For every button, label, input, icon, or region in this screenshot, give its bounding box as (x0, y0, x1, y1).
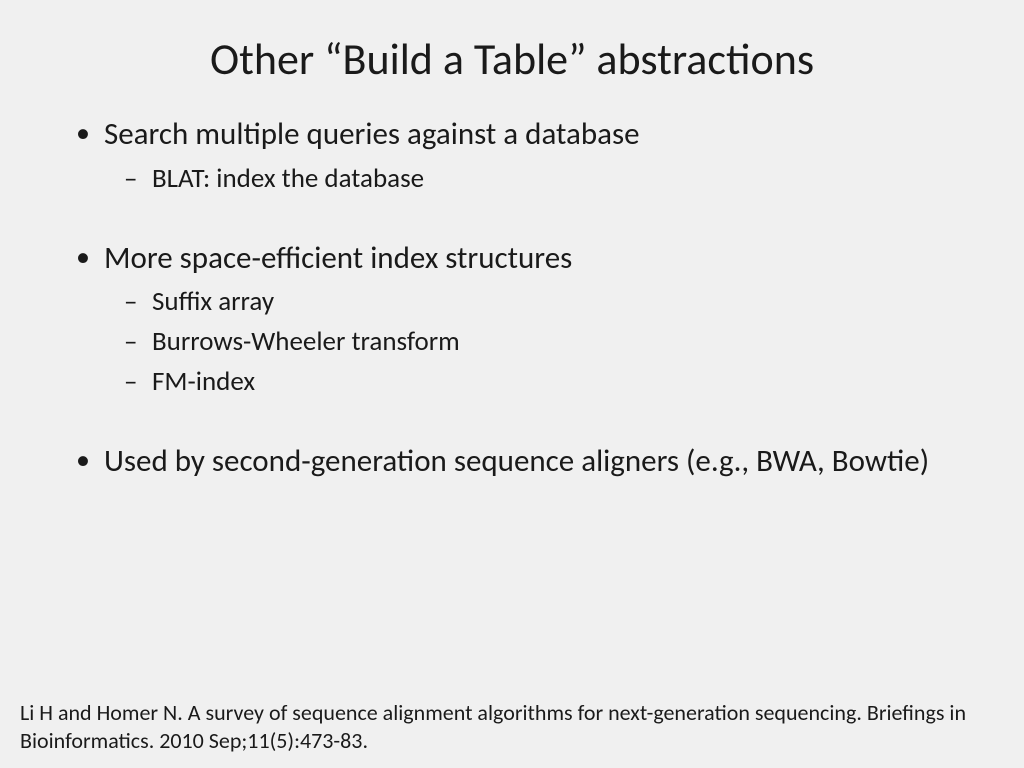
bullet-list: Used by second-generation sequence align… (70, 441, 964, 483)
bullet-item: Used by second-generation sequence align… (70, 441, 964, 483)
bullet-text: More space-efficient index structures (104, 239, 572, 277)
sub-bullet-item: BLAT: index the database (122, 160, 964, 198)
sub-bullet-item: Burrows-Wheeler transform (122, 323, 964, 361)
citation-text: Li H and Homer N. A survey of sequence a… (20, 699, 1004, 754)
bullet-item: Search multiple queries against a databa… (70, 114, 964, 198)
sub-bullet-list: BLAT: index the database (122, 160, 964, 198)
spacer (70, 204, 964, 238)
bullet-list: More space-efficient index structures Su… (70, 238, 964, 401)
slide-body: Search multiple queries against a databa… (0, 114, 1024, 483)
bullet-text: Used by second-generation sequence align… (104, 442, 929, 480)
bullet-text: Search multiple queries against a databa… (104, 115, 640, 153)
sub-bullet-item: Suffix array (122, 283, 964, 321)
sub-bullet-item: FM-index (122, 363, 964, 401)
slide-title: Other “Build a Table” abstractions (0, 0, 1024, 114)
bullet-item: More space-efficient index structures Su… (70, 238, 964, 401)
sub-bullet-list: Suffix array Burrows-Wheeler transform F… (122, 283, 964, 400)
spacer (70, 407, 964, 441)
bullet-list: Search multiple queries against a databa… (70, 114, 964, 198)
